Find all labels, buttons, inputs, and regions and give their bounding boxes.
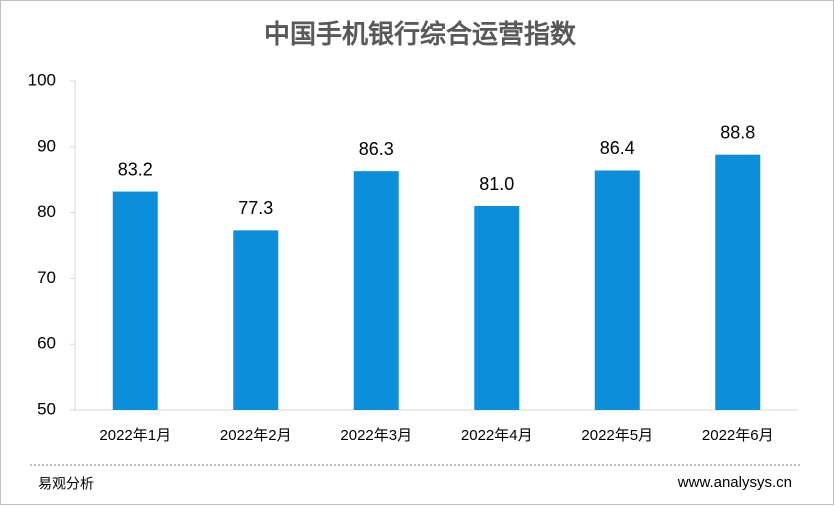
value-label: 81.0	[479, 174, 514, 194]
value-label: 77.3	[238, 198, 273, 218]
bar	[112, 191, 158, 410]
y-tick-label: 80	[37, 202, 56, 221]
x-tick-label: 2022年4月	[461, 427, 533, 444]
x-tick-label: 2022年5月	[581, 427, 653, 444]
value-label: 83.2	[118, 159, 153, 179]
source-label: 易观分析	[38, 476, 94, 492]
x-tick-label: 2022年6月	[702, 427, 774, 444]
x-tick-label: 2022年2月	[220, 427, 292, 444]
y-tick-label: 50	[37, 399, 56, 418]
bar	[594, 170, 640, 410]
y-tick-label: 100	[28, 70, 56, 89]
bar	[233, 230, 279, 410]
x-tick-label: 2022年1月	[99, 427, 171, 444]
y-tick-label: 70	[37, 268, 56, 287]
x-tick-label: 2022年3月	[340, 427, 412, 444]
y-tick-label: 60	[37, 334, 56, 353]
value-label: 88.8	[720, 122, 755, 142]
value-label: 86.3	[359, 139, 394, 159]
y-tick-label: 90	[37, 136, 56, 155]
bar	[715, 154, 761, 410]
chart-title: 中国手机银行综合运营指数	[264, 19, 577, 49]
value-label: 86.4	[600, 138, 635, 158]
website-label: www.analysys.cn	[677, 474, 792, 491]
bar	[353, 171, 399, 410]
bar	[474, 206, 520, 410]
